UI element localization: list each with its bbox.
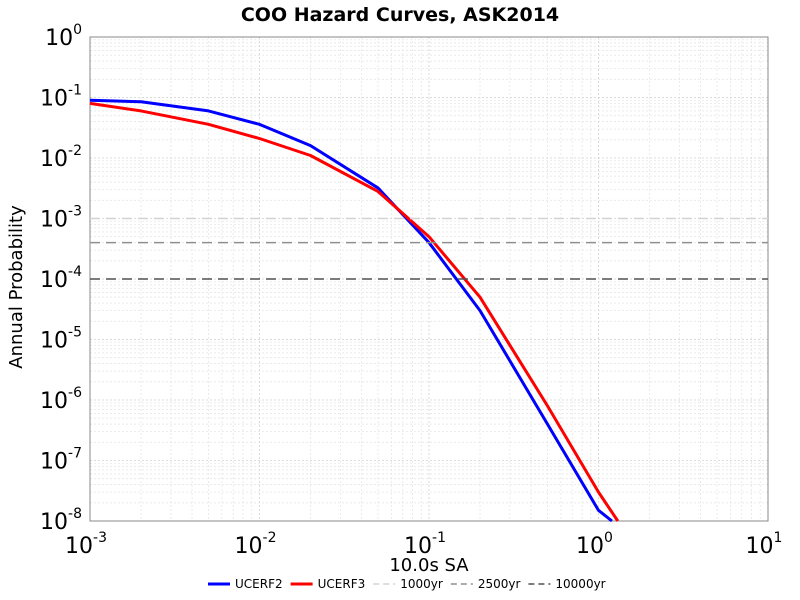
y-tick-label: 10-6 (40, 385, 82, 414)
legend-label: 10000yr (555, 577, 605, 591)
x-tick-label: 10-2 (235, 530, 277, 559)
y-tick-label: 10-4 (40, 264, 82, 293)
legend-label: UCERF3 (318, 577, 366, 591)
series-line-ucerf3 (89, 101, 620, 522)
y-tick-label: 10-2 (40, 143, 82, 172)
y-tick-label: 10-3 (40, 204, 82, 233)
y-tick-label: 10-1 (40, 83, 82, 112)
chart-title: COO Hazard Curves, ASK2014 (241, 4, 559, 26)
y-tick-label: 100 (45, 22, 82, 51)
x-tick-label: 101 (746, 530, 783, 559)
y-tick-label: 10-8 (40, 506, 82, 535)
x-tick-label: 10-1 (404, 530, 446, 559)
legend-label: UCERF2 (235, 577, 283, 591)
legend-label: 1000yr (400, 577, 443, 591)
series-layer (89, 98, 768, 523)
legend: UCERF2 UCERF3 1000yr 2500yr 10000yr (208, 577, 606, 591)
x-tick-label: 100 (576, 530, 613, 559)
x-axis-label: 10.0s SA (389, 555, 469, 576)
x-tick-label: 10-3 (65, 530, 107, 559)
series-line-ucerf2 (89, 98, 613, 523)
legend-label: 2500yr (478, 577, 521, 591)
y-tick-label: 10-7 (40, 446, 82, 475)
y-tick-label: 10-5 (40, 325, 82, 354)
y-tick-labels: 100 10-1 10-2 10-3 10-4 10-5 10-6 10-7 10-8 (40, 22, 82, 535)
y-axis-label: Annual Probability (6, 205, 27, 369)
x-tick-labels: 10-3 10-2 10-1 100 101 (65, 530, 782, 559)
